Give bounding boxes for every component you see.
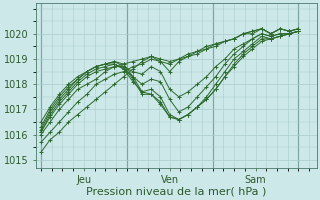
X-axis label: Pression niveau de la mer( hPa ): Pression niveau de la mer( hPa ) — [86, 187, 266, 197]
